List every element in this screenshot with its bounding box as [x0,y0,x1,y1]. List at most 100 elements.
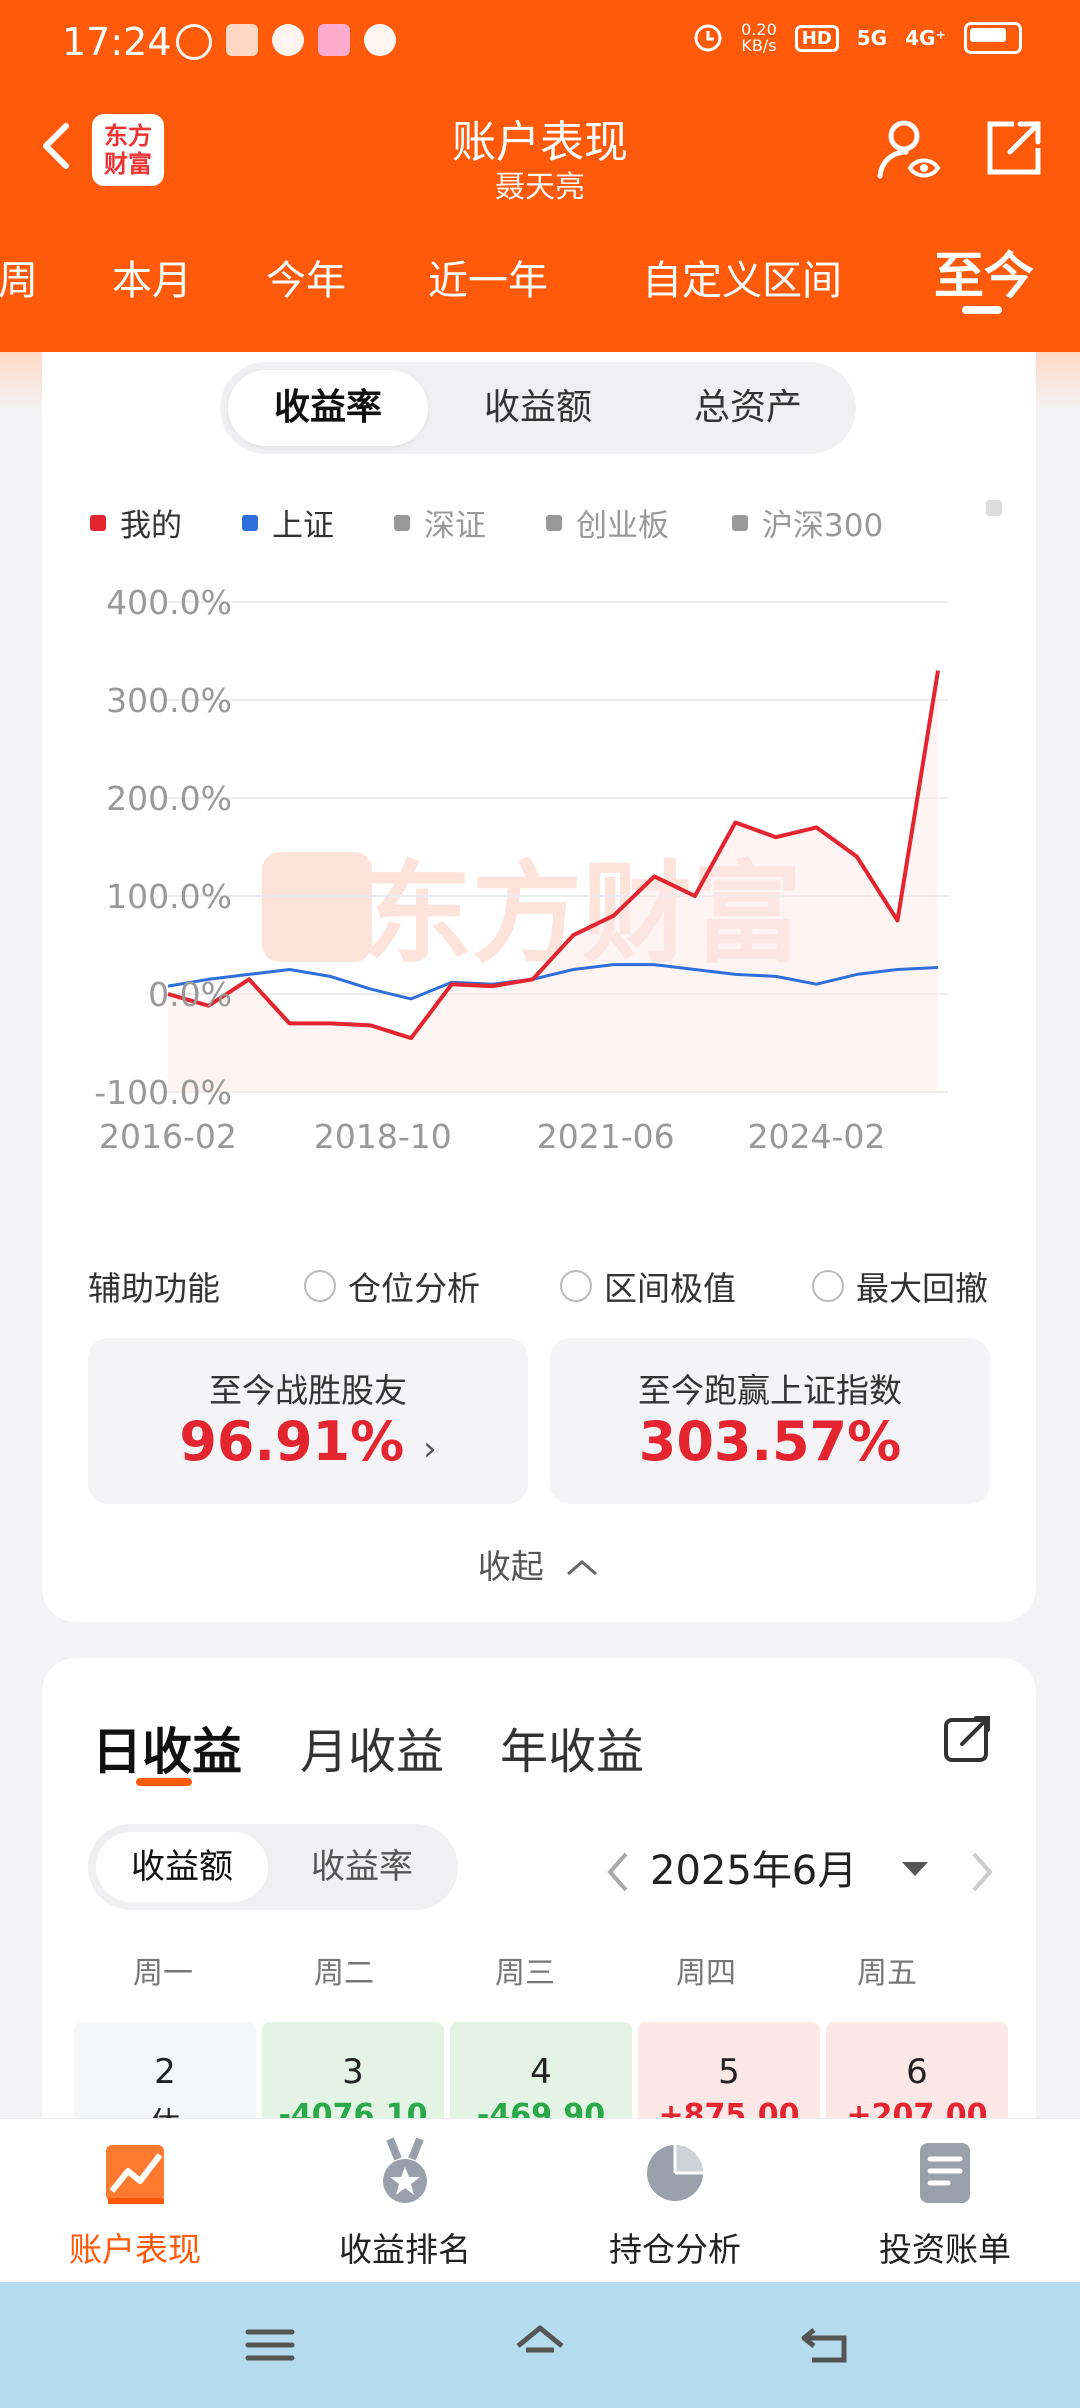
privacy-eye-icon[interactable] [876,116,942,182]
tab-return-rate[interactable]: 收益率 [228,370,428,446]
legend-item-sse[interactable]: 上证 [242,500,334,545]
y-tick-label: 0.0% [148,975,232,1014]
tab-daily-profit[interactable]: 日收益 [92,1723,242,1781]
profit-tab-underline [136,1778,192,1786]
stat-beat-peers[interactable]: 至今战胜股友 96.91% › [88,1338,528,1504]
tab-custom-range[interactable]: 自定义区间 [642,258,842,304]
status-bar: 17:24 0.20 KB/s HD 5G 4G⁺ [0,0,1080,84]
period-tabs: 周 本月 今年 近一年 自定义区间 至今 [0,236,1080,316]
weekday-thu: 周四 [676,1956,736,1991]
tab-monthly-profit[interactable]: 月收益 [300,1724,445,1780]
tab-month[interactable]: 本月 [112,258,192,304]
radio-range-extremes[interactable]: 区间极值 [560,1262,736,1310]
series-line-sse [167,963,939,1001]
x-tick-label: 2016-02 [99,1117,237,1156]
signal-4g: 4G⁺ [905,26,946,50]
notification-icons [176,24,396,60]
bill-icon [920,2143,970,2203]
legend-swatch [732,514,748,531]
metric-segmented-control: 收益率 收益额 总资产 [220,362,856,454]
calendar-day[interactable]: 6 +207.00 [826,2022,1008,2128]
message-icon [364,24,396,56]
tab-to-date[interactable]: 至今 [934,247,1034,305]
watermark-logo [262,852,372,962]
y-tick-label: 200.0% [106,779,232,818]
legend-item-more[interactable] [986,500,1002,516]
legend-swatch [242,514,258,531]
legend-item-chinext[interactable]: 创业板 [546,500,669,545]
legend-item-csi300[interactable]: 沪深300 [732,500,883,545]
legend-item-szse[interactable]: 深证 [394,500,486,545]
status-right: 0.20 KB/s HD 5G 4G⁺ [693,22,1022,54]
profit-card: 日收益 月收益 年收益 收益额 收益率 2025年6月 周一 周二 周三 周四 … [42,1658,1036,2128]
return-chart[interactable]: 东方财富 400.0%300.0%200.0%100.0%0.0%-100.0%… [42,562,1036,1182]
nav-return-ranking[interactable]: 收益排名 [270,2119,540,2283]
x-axis-labels: 2016-02 2018-10 2021-06 2024-02 [99,1117,885,1156]
alarm-icon [694,24,722,52]
chevron-right-icon: › [423,1429,437,1469]
weekday-mon: 周一 [133,1956,193,1991]
nav-investment-bill[interactable]: 投资账单 [810,2119,1080,2283]
signal-5g: 5G [856,26,888,50]
calendar-day[interactable]: 2 休 [74,2022,256,2128]
account-name: 聂天亮 [495,170,585,205]
bottom-nav: 账户表现 收益排名 持仓分析 投资账单 [0,2118,1080,2283]
app-notification-icon [318,24,350,56]
tab-return-amount[interactable]: 收益额 [483,387,592,428]
y-tick-label: 100.0% [106,877,232,916]
y-tick-label: 400.0% [106,583,232,622]
radio-circle [560,1270,592,1302]
aux-label: 辅助功能 [88,1269,220,1308]
tab-week[interactable]: 周 [0,258,38,304]
radio-max-drawdown[interactable]: 最大回撤 [812,1262,988,1310]
x-tick-label: 2024-02 [747,1117,885,1156]
legend-swatch [986,500,1002,516]
chart-area [168,670,938,1092]
tab-year[interactable]: 今年 [266,258,346,304]
weekday-wed: 周三 [495,1956,555,1991]
calendar-day[interactable]: 4 -469.90 [450,2022,632,2128]
collapse-button[interactable]: 收起 [42,1540,1036,1588]
menu-icon[interactable] [242,2320,298,2370]
aux-functions: 辅助功能 仓位分析 区间极值 最大回撤 [88,1262,1028,1312]
tab-profit-rate[interactable]: 收益率 [311,1847,413,1887]
beat-peers-value: 96.91% [179,1410,405,1473]
radio-circle [812,1270,844,1302]
beat-sse-value: 303.57% [638,1410,902,1473]
chevron-up-icon [567,1560,598,1576]
app-header: 17:24 0.20 KB/s HD 5G 4G⁺ 东方 财富 账户表现 聂天亮 [0,0,1080,352]
nav-holding-analysis[interactable]: 持仓分析 [540,2119,810,2283]
series-area [168,670,938,1092]
month-selector[interactable]: 2025年6月 [650,1848,858,1894]
tab-total-assets[interactable]: 总资产 [693,387,802,428]
radio-position-analysis[interactable]: 仓位分析 [304,1262,480,1310]
radio-circle [304,1270,336,1302]
legend-swatch [394,514,410,531]
back-nav-icon[interactable] [798,2320,854,2370]
tab-last-year[interactable]: 近一年 [428,258,548,304]
back-icon[interactable] [30,116,90,176]
share-icon[interactable] [984,118,1044,178]
hd-badge: HD [794,24,839,52]
chevron-left-icon[interactable] [604,1850,634,1894]
wechat-icon [272,24,304,56]
legend-item-mine[interactable]: 我的 [90,500,182,545]
nav-account-performance[interactable]: 账户表现 [0,2119,270,2283]
brand-logo: 东方 财富 [92,114,164,186]
chevron-right-icon[interactable] [966,1850,996,1894]
home-icon[interactable] [512,2320,568,2370]
share-icon[interactable] [940,1710,996,1766]
performance-card: 收益率 收益额 总资产 我的 上证 深证 创业板 沪深300 东方财富 [42,352,1036,1622]
y-tick-label: -100.0% [94,1073,232,1112]
pie-chart-icon [647,2145,703,2201]
caret-down-icon[interactable] [900,1858,930,1880]
calendar-day[interactable]: 5 +875.00 [638,2022,820,2128]
x-tick-label: 2018-10 [314,1117,452,1156]
weekday-fri: 周五 [857,1956,917,1991]
tab-profit-amount[interactable]: 收益额 [96,1832,268,1902]
stat-beat-sse-index: 至今跑赢上证指数 303.57% [550,1338,990,1504]
tab-yearly-profit[interactable]: 年收益 [500,1724,645,1780]
calendar-day[interactable]: 3 -4076.10 [262,2022,444,2128]
y-tick-label: 300.0% [106,681,232,720]
page-title: 账户表现 [452,117,628,168]
